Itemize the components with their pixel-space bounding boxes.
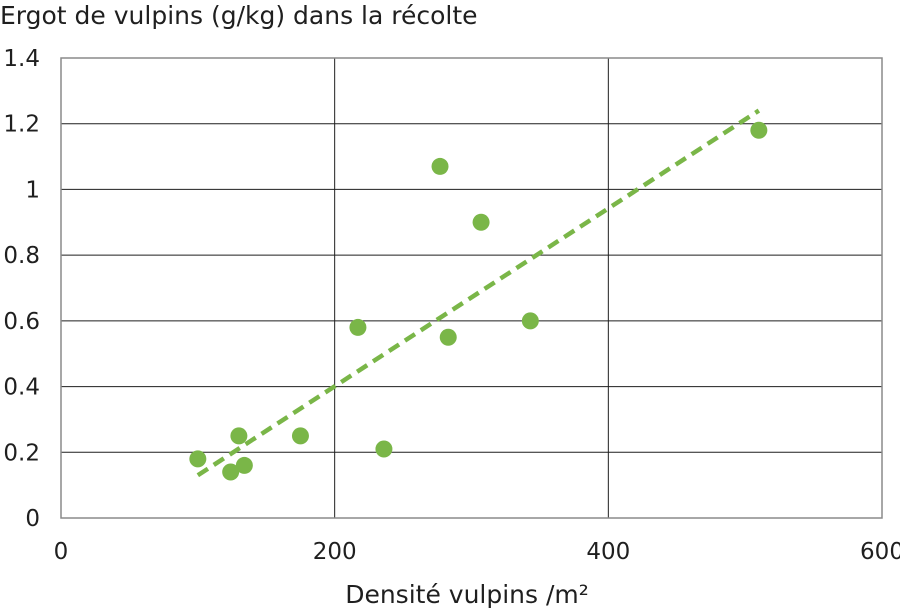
x-axis-label: Densité vulpins /m² xyxy=(345,580,589,609)
y-tick-label: 0.8 xyxy=(3,243,40,269)
data-point xyxy=(291,427,309,445)
data-points xyxy=(189,121,768,481)
plot-frame xyxy=(60,57,883,519)
data-point xyxy=(521,312,539,330)
y-tick-label: 1.2 xyxy=(3,112,40,138)
data-point xyxy=(349,318,367,336)
y-axis-ticks: 0 0.2 0.4 0.6 0.8 1 1.2 1.4 xyxy=(3,46,40,532)
chart-title: Ergot de vulpins (g/kg) dans la récolte xyxy=(0,1,478,30)
data-point xyxy=(235,456,253,474)
x-tick-label: 600 xyxy=(860,539,900,565)
x-tick-label: 400 xyxy=(586,539,630,565)
data-point xyxy=(222,463,240,481)
x-tick-label: 200 xyxy=(313,539,357,565)
data-point xyxy=(230,427,248,445)
y-tick-label: 0.2 xyxy=(3,440,40,466)
data-point xyxy=(439,328,457,346)
y-tick-label: 0.4 xyxy=(3,375,40,401)
y-tick-label: 1 xyxy=(25,177,40,203)
x-axis-ticks: 0 200 400 600 xyxy=(54,539,900,565)
y-tick-label: 0.6 xyxy=(3,309,40,335)
y-tick-label: 0 xyxy=(25,506,40,532)
y-tick-label: 1.4 xyxy=(3,46,40,72)
trend-line xyxy=(196,108,761,478)
data-point xyxy=(375,440,393,458)
data-point xyxy=(431,157,449,175)
data-point xyxy=(472,213,490,231)
data-point xyxy=(189,450,207,468)
data-point xyxy=(750,121,768,139)
x-tick-label: 0 xyxy=(54,539,69,565)
